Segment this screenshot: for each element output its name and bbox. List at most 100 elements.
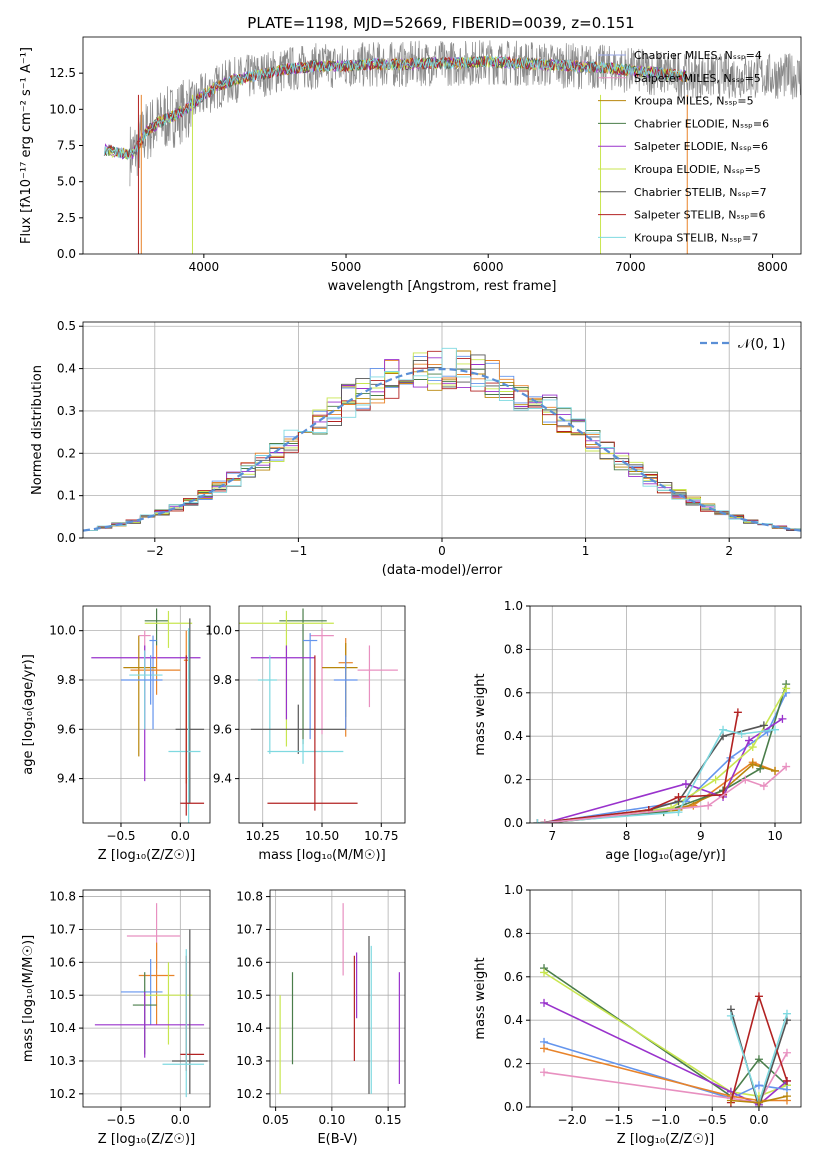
panel-spectrum: 4000 5000 6000 7000 8000 0.0 2.5 5.0 7.5 10.0 12.5… <box>19 36 802 294</box>
plot-area-weight-vs-age <box>530 606 801 823</box>
axes-frame <box>238 605 406 824</box>
y-tick-label: 10.0 <box>49 624 76 638</box>
series-point-marker <box>754 1098 763 1107</box>
y-tick-label: 9.8 <box>213 673 232 687</box>
mass-weight-series-line <box>543 971 788 1098</box>
series-point-marker <box>782 762 791 771</box>
x-axis-label: age [log₁₀(age/yr)] <box>605 848 726 863</box>
y-tick-label: 10.7 <box>236 922 263 936</box>
y-tick-label: 0.2 <box>57 446 76 460</box>
series-point-marker <box>741 775 750 784</box>
y-tick-label: 10.0 <box>205 624 232 638</box>
series-point-marker <box>782 684 791 693</box>
x-tick-label: −0.5 <box>106 829 135 843</box>
x-tick-label: 7 <box>548 829 556 843</box>
plot-area-spectrum <box>103 40 801 254</box>
series-point-marker <box>540 998 549 1007</box>
x-axis-label: E(B-V) <box>317 1132 357 1147</box>
x-tick-label: 0.15 <box>375 1113 402 1127</box>
legend-entry: Kroupa MILES, Nₛₛₚ=5 <box>634 95 754 108</box>
x-tick-label: 0.0 <box>749 1113 768 1127</box>
mass-weight-series-line <box>543 1041 788 1100</box>
x-axis-label: Z [log₁₀(Z/Z☉)] <box>98 848 195 863</box>
y-tick-label: 0.4 <box>504 729 523 743</box>
x-tick-label: 4000 <box>189 260 220 274</box>
mass-weight-series-line <box>730 1009 788 1107</box>
y-tick-label: 0.0 <box>504 1100 523 1114</box>
x-tick-label: 6000 <box>473 260 504 274</box>
y-tick-label: 0.3 <box>57 404 76 418</box>
y-tick-label: 0.0 <box>57 531 76 545</box>
y-tick-label: 10.2 <box>236 1087 263 1101</box>
legend-entry: Chabrier ELODIE, Nₛₛₚ=6 <box>634 117 769 130</box>
y-tick-label: 0.4 <box>57 362 76 376</box>
series-point-marker <box>540 968 549 977</box>
x-tick-label: 2 <box>725 544 733 558</box>
series-point-marker <box>754 992 763 1001</box>
plot-area-residuals <box>83 322 801 538</box>
panel-weight-vs-z: −2.0 −1.5 −1.0 −0.5 0.0 0.0 0.2 0.4 0.6 0.8 1.0 Z [… <box>473 883 802 1147</box>
y-tick-label: 0.0 <box>57 247 76 261</box>
x-axis-label: wavelength [Angstrom, rest frame] <box>328 279 557 294</box>
x-axis-label: Z [log₁₀(Z/Z☉)] <box>98 1132 195 1147</box>
x-tick-label: 8000 <box>757 260 788 274</box>
x-tick-label: 0.0 <box>171 829 190 843</box>
axes-frame <box>82 36 802 255</box>
y-tick-label: 10.3 <box>49 1054 76 1068</box>
x-tick-label: 10.25 <box>246 829 280 843</box>
y-tick-label: 0.8 <box>504 642 523 656</box>
series-point-marker <box>737 730 746 739</box>
plot-area-age-vs-z <box>83 606 210 823</box>
axes-frame <box>82 605 211 824</box>
y-tick-label: 9.6 <box>213 722 232 736</box>
x-tick-label: 9 <box>697 829 705 843</box>
y-axis-label: Flux [fλ10⁻¹⁷ erg cm⁻² s⁻¹ A⁻¹] <box>19 47 34 244</box>
x-tick-label: 10.50 <box>305 829 339 843</box>
normal-reference-curve <box>83 367 801 532</box>
legend-entry: Chabrier STELIB, Nₛₛₚ=7 <box>634 186 767 199</box>
plot-area-mass-vs-z <box>83 890 210 1107</box>
y-axis-label: mass [log₁₀(M/M☉)] <box>21 935 36 1062</box>
series-point-marker <box>771 766 780 775</box>
y-tick-label: 0.4 <box>504 1013 523 1027</box>
series-point-marker <box>782 1092 791 1101</box>
series-point-marker <box>533 819 542 823</box>
x-tick-label: 0 <box>438 544 446 558</box>
y-tick-label: 2.5 <box>57 211 76 225</box>
legend-entry: Salpeter MILES, Nₛₛₚ=5 <box>634 72 761 85</box>
plot-area-mass-vs-ebv <box>270 890 405 1107</box>
series-point-marker <box>759 782 768 791</box>
y-tick-label: 1.0 <box>504 599 523 613</box>
plot-area-age-vs-mass <box>239 606 405 823</box>
series-point-marker <box>754 1081 763 1090</box>
y-tick-label: 10.6 <box>49 955 76 969</box>
y-tick-label: 12.5 <box>49 66 76 80</box>
legend-entry: Salpeter ELODIE, Nₛₛₚ=6 <box>634 140 768 153</box>
series-point-marker <box>745 736 754 745</box>
x-tick-label: 0.0 <box>171 1113 190 1127</box>
y-tick-label: 9.4 <box>213 772 232 786</box>
series-point-marker <box>681 779 690 788</box>
x-axis-label: mass [log₁₀(M/M☉)] <box>258 848 385 863</box>
model-spectrum-line <box>103 55 688 159</box>
mass-weight-series-line <box>543 1052 788 1104</box>
legend-entry: Kroupa STELIB, Nₛₛₚ=7 <box>634 231 758 244</box>
y-tick-label: 10.5 <box>49 988 76 1002</box>
x-axis-label: Z [log₁₀(Z/Z☉)] <box>617 1132 714 1147</box>
x-tick-label: 1 <box>582 544 590 558</box>
series-point-marker <box>759 721 768 730</box>
series-point-marker <box>782 1076 791 1085</box>
y-tick-label: 0.0 <box>504 816 523 830</box>
y-tick-label: 9.8 <box>57 673 76 687</box>
y-tick-label: 0.6 <box>504 970 523 984</box>
series-point-marker <box>726 1096 735 1105</box>
y-tick-label: 0.6 <box>504 686 523 700</box>
series-point-marker <box>726 1011 735 1020</box>
y-tick-label: 10.0 <box>49 102 76 116</box>
y-tick-label: 0.2 <box>504 1057 523 1071</box>
series-point-marker <box>540 1068 549 1077</box>
x-tick-label: −0.5 <box>106 1113 135 1127</box>
y-tick-label: 7.5 <box>57 139 76 153</box>
panel-age-vs-mass: 10.25 10.50 10.75 9.4 9.6 9.8 10.0 mass [log₁₀(… <box>205 605 406 863</box>
